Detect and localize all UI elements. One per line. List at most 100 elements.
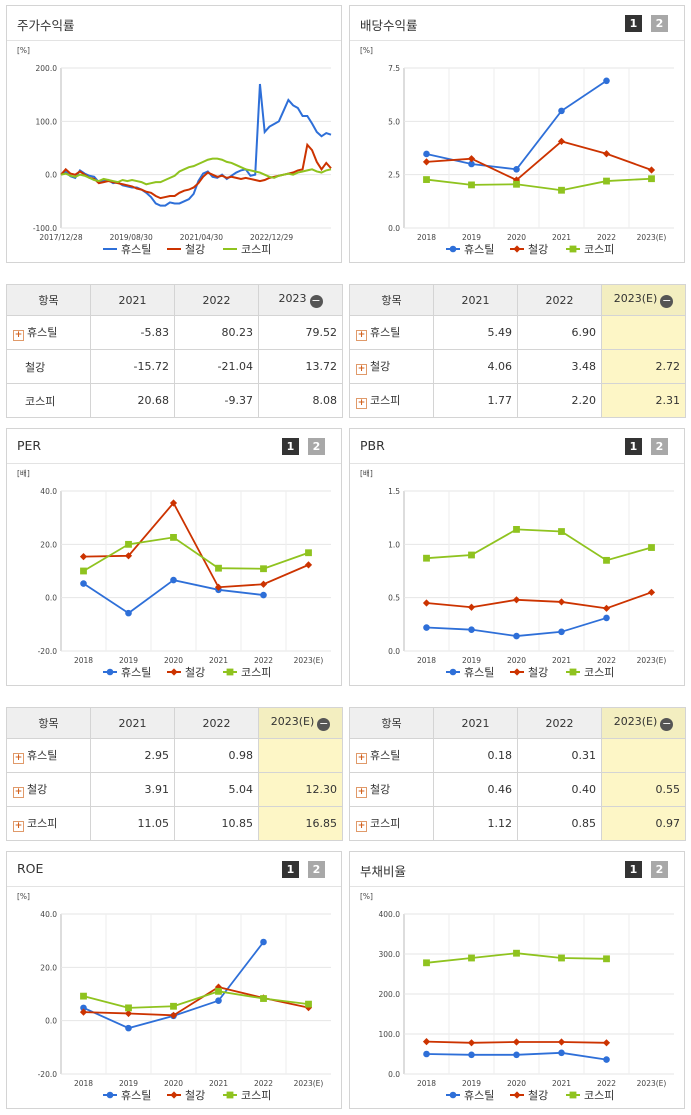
- expand-plus-icon[interactable]: +: [13, 753, 24, 764]
- x-tick-label: 2019: [119, 1079, 138, 1088]
- row-name-cell[interactable]: + 코스피: [6, 806, 91, 841]
- collapse-icon[interactable]: −: [309, 294, 323, 308]
- legend: 휴스틸 철강 코스피: [446, 666, 614, 679]
- tab-2-button[interactable]: 2: [308, 861, 325, 878]
- data-point: [603, 1056, 610, 1063]
- x-tick-label: 2023(E): [637, 233, 667, 242]
- row-name-cell[interactable]: + 휴스틸: [6, 738, 91, 773]
- panel-header: PER 1 2: [7, 429, 341, 464]
- x-tick-label: 2021: [552, 233, 571, 242]
- tab-2-button[interactable]: 2: [651, 861, 668, 878]
- legend-label: 철강: [185, 243, 205, 256]
- data-point: [602, 150, 611, 158]
- row-name-label: 코스피: [370, 817, 401, 830]
- data-point: [170, 576, 177, 584]
- table-cell: 3.48: [517, 349, 602, 384]
- table-cell: 6.90: [517, 315, 602, 350]
- x-tick-label: 2023(E): [294, 1079, 324, 1088]
- data-point: [170, 1002, 177, 1010]
- data-point: [467, 603, 476, 611]
- collapse-icon[interactable]: −: [660, 294, 674, 308]
- y-tick-label: 20.0: [40, 540, 57, 549]
- y-tick-label: 0.0: [45, 594, 57, 603]
- row-name-cell[interactable]: + 철강: [6, 772, 91, 807]
- tab-2-button[interactable]: 2: [308, 438, 325, 455]
- row-name-label: 철강: [370, 360, 391, 373]
- expand-plus-icon[interactable]: +: [356, 821, 367, 832]
- y-tick-label: 100.0: [36, 117, 58, 126]
- row-name-cell[interactable]: + 코스피: [349, 383, 434, 418]
- per-panel: PER 1 2 [배] 40.0 20.0 0.0 -20.0 2018 2019 2020 2…: [6, 428, 342, 686]
- expand-plus-icon[interactable]: +: [356, 330, 367, 341]
- data-point: [215, 564, 222, 572]
- data-point: [260, 938, 267, 946]
- row-name-cell[interactable]: + 휴스틸: [6, 315, 91, 350]
- pbr-table: 항목 2021 2022 2023(E) − + 휴스틸 0.18 0.31 + 철강 0.46 0.4…: [349, 707, 686, 841]
- expand-plus-icon[interactable]: +: [356, 753, 367, 764]
- x-tick-label: 2018: [74, 656, 93, 665]
- legend-label: 휴스틸: [121, 666, 151, 679]
- tab-1-button[interactable]: 1: [625, 438, 642, 455]
- data-point: [79, 553, 88, 561]
- legend-marker: [513, 1091, 521, 1099]
- table-cell: 5.49: [433, 315, 518, 350]
- data-point: [648, 544, 655, 551]
- data-point: [80, 1004, 87, 1012]
- expand-plus-icon[interactable]: +: [13, 330, 24, 341]
- expand-plus-icon[interactable]: +: [356, 787, 367, 798]
- x-tick-label: 2022/12/29: [250, 233, 293, 242]
- collapse-icon[interactable]: −: [660, 717, 674, 731]
- table-header-0: 항목: [6, 284, 91, 316]
- legend-marker: [449, 668, 457, 676]
- table-cell: 2.95: [90, 738, 175, 773]
- table-row: 철강 -15.72 -21.04 13.72: [6, 349, 343, 384]
- expand-plus-icon[interactable]: +: [356, 398, 367, 409]
- expand-plus-icon[interactable]: +: [356, 364, 367, 375]
- table-cell: 80.23: [174, 315, 259, 350]
- row-name-cell[interactable]: + 휴스틸: [349, 315, 434, 350]
- tab-1-button[interactable]: 1: [282, 861, 299, 878]
- y-tick-label: 40.0: [40, 910, 57, 919]
- legend-marker: [569, 245, 577, 253]
- tab-1-button[interactable]: 1: [625, 15, 642, 32]
- y-tick-label: 100.0: [379, 1030, 401, 1039]
- y-unit-label: [배]: [360, 469, 373, 478]
- table-cell: 1.12: [433, 806, 518, 841]
- panel-header: PBR 1 2: [350, 429, 684, 464]
- data-point: [80, 567, 87, 575]
- table-row: 코스피 20.68 -9.37 8.08: [6, 383, 343, 418]
- legend-marker: [226, 1091, 234, 1099]
- panel-title: PBR: [360, 438, 385, 453]
- table-row: + 코스피 11.05 10.85 16.85: [6, 806, 343, 841]
- legend-label: 철강: [185, 1089, 205, 1102]
- legend: 휴스틸 철강 코스피: [103, 666, 271, 679]
- series-line-0: [426, 80, 608, 171]
- tab-2-button[interactable]: 2: [651, 15, 668, 32]
- data-point: [305, 549, 312, 557]
- expand-plus-icon[interactable]: +: [13, 821, 24, 832]
- data-point: [558, 628, 565, 636]
- expand-plus-icon[interactable]: +: [13, 787, 24, 798]
- panel-title: PER: [17, 438, 42, 453]
- row-name-label: 철강: [25, 360, 46, 374]
- table-header-0: 항목: [6, 707, 91, 739]
- table-cell: 0.55: [601, 772, 686, 807]
- panel-header: ROE 1 2: [7, 852, 341, 887]
- tab-2-button[interactable]: 2: [651, 438, 668, 455]
- x-tick-label: 2018: [417, 1079, 436, 1088]
- collapse-icon[interactable]: −: [317, 717, 331, 731]
- row-name-cell: 철강: [6, 349, 91, 384]
- data-point: [648, 175, 655, 183]
- table-row: + 철강 4.06 3.48 2.72: [349, 349, 686, 384]
- table-header-3: 2023−: [258, 284, 343, 316]
- tab-1-button[interactable]: 1: [282, 438, 299, 455]
- table-row: + 코스피 1.77 2.20 2.31: [349, 383, 686, 418]
- row-name-cell[interactable]: + 코스피: [349, 806, 434, 841]
- y-tick-label: 20.0: [40, 963, 57, 972]
- table-header-2: 2022: [517, 707, 602, 739]
- row-name-cell[interactable]: + 철강: [349, 349, 434, 384]
- row-name-cell[interactable]: + 휴스틸: [349, 738, 434, 773]
- row-name-cell[interactable]: + 철강: [349, 772, 434, 807]
- tab-1-button[interactable]: 1: [625, 861, 642, 878]
- x-tick-label: 2021/04/30: [180, 233, 223, 242]
